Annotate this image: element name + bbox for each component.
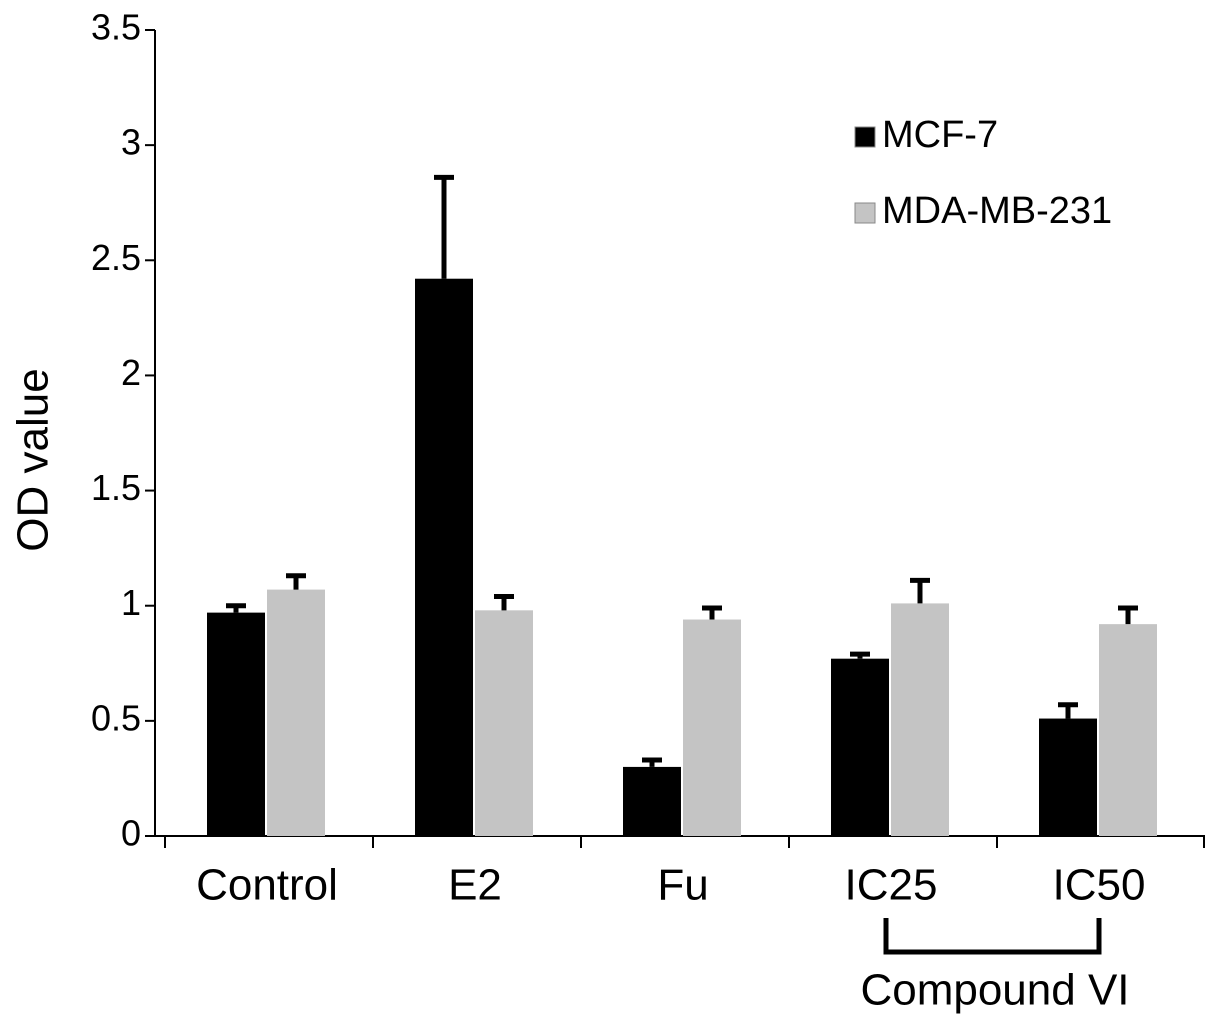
x-tick-label: Fu: [657, 861, 708, 910]
legend-label: MCF-7: [882, 114, 998, 156]
y-tick-label: 2: [121, 352, 141, 393]
error-bar: [642, 757, 662, 767]
bar: [1099, 624, 1157, 836]
y-tick-label: 2.5: [91, 237, 141, 278]
y-tick-label: 0: [121, 813, 141, 854]
bar: [207, 612, 265, 836]
bar: [831, 658, 889, 836]
x-tick-label: IC25: [845, 861, 938, 910]
group-label: Compound VI: [860, 966, 1129, 1015]
y-tick-label: 0.5: [91, 697, 141, 738]
error-bar: [286, 573, 306, 590]
error-bar: [226, 603, 246, 613]
legend-swatch: [854, 126, 876, 148]
y-tick-label: 1: [121, 582, 141, 623]
bar: [623, 766, 681, 836]
x-tick-label: Control: [196, 861, 338, 910]
legend-label: MDA-MB-231: [882, 190, 1112, 232]
y-tick-label: 3: [121, 122, 141, 163]
y-tick-label: 1.5: [91, 467, 141, 508]
error-bar: [434, 174, 454, 279]
x-tick-label: IC50: [1053, 861, 1146, 910]
error-bar: [850, 651, 870, 659]
y-axis-title: OD value: [9, 368, 58, 551]
error-bar: [1058, 702, 1078, 719]
x-tick-label: E2: [448, 861, 502, 910]
bar: [1039, 718, 1097, 836]
error-bar: [494, 594, 514, 611]
group-bracket: [883, 918, 1102, 955]
error-bar: [910, 577, 930, 604]
error-bar: [702, 605, 722, 620]
bar: [891, 603, 949, 836]
y-tick-label: 3.5: [91, 7, 141, 48]
bar: [267, 589, 325, 836]
bar: [683, 619, 741, 836]
error-bar: [1118, 605, 1138, 625]
legend-swatch: [854, 202, 876, 224]
bar: [475, 610, 533, 836]
bar: [415, 278, 473, 836]
